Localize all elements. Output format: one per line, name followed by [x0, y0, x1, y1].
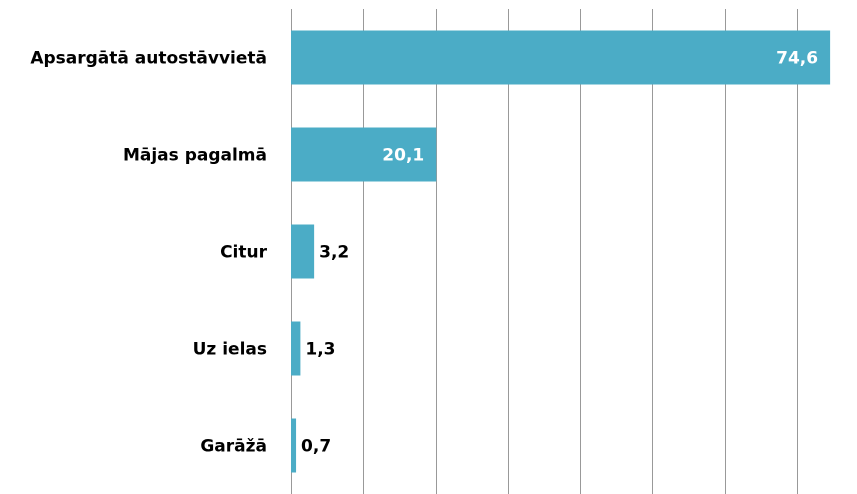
- category-label: Garāžā: [200, 437, 267, 457]
- bar: [291, 30, 831, 85]
- bar: [291, 224, 315, 279]
- data-label: 3,2: [319, 243, 349, 263]
- data-label: 74,6: [776, 49, 818, 69]
- bar: [291, 418, 297, 473]
- data-label: 1,3: [305, 340, 335, 360]
- category-label: Mājas pagalmā: [123, 146, 267, 166]
- category-label: Uz ielas: [193, 340, 267, 360]
- category-label: Citur: [220, 243, 268, 263]
- bar: [291, 127, 437, 182]
- bar: [291, 321, 301, 376]
- data-label: 0,7: [301, 437, 331, 457]
- category-label: Apsargātā autostāvvietā: [30, 49, 267, 69]
- data-label: 20,1: [382, 146, 424, 166]
